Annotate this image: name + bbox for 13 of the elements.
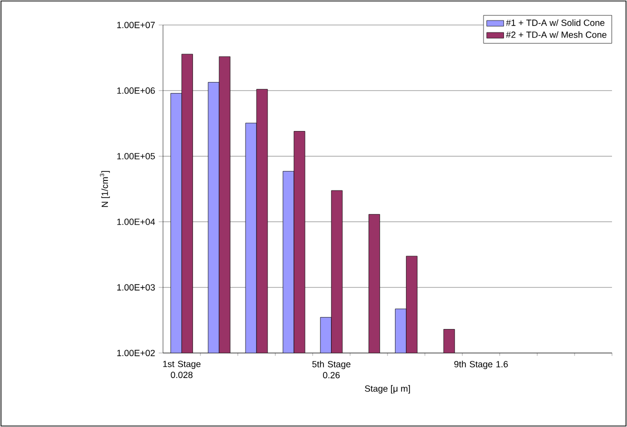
x-tick-label: 5th Stage 0.26 [312, 360, 350, 378]
y-tick-label: 1.00E+03 [117, 284, 155, 291]
y-tick-label: 1.00E+04 [117, 218, 155, 225]
legend-label: #1 + TD-A w/ Solid Cone [506, 19, 604, 26]
y-tick-label: 1.00E+07 [117, 22, 155, 28]
y-tick-label: 1.00E+02 [117, 350, 155, 356]
y-tick-label: 1.00E+06 [117, 87, 155, 94]
x-tick-label: 1st Stage 0.028 [163, 360, 201, 378]
y-axis-title: N [1/cm$^{3}$] [100, 171, 110, 207]
x-axis-title: Stage [μ m] [364, 385, 410, 394]
legend-label: #2 + TD-A w/ Mesh Cone [506, 31, 606, 38]
y-tick-label: 1.00E+05 [117, 153, 155, 160]
x-tick-label: 9th Stage 1.6 [454, 360, 508, 370]
